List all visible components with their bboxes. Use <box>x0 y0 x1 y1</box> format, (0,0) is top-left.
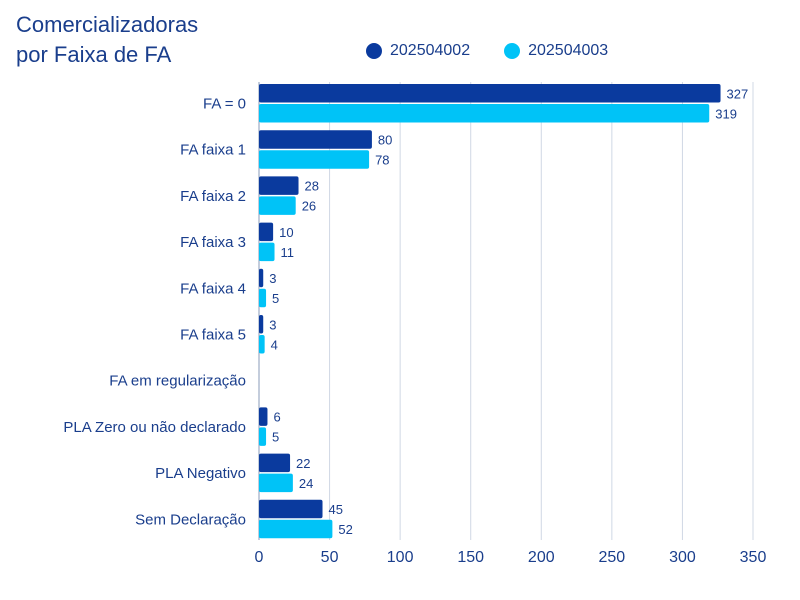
legend-marker-series-1 <box>366 43 382 59</box>
x-tick-label: 300 <box>669 549 696 566</box>
data-label: 6 <box>273 410 280 425</box>
bar <box>259 288 267 308</box>
legend: 202504002 202504003 <box>366 42 608 60</box>
bar <box>259 196 296 215</box>
bar <box>259 242 275 262</box>
bar <box>259 84 721 103</box>
x-tick-label: 250 <box>599 549 626 566</box>
bars: 327 319 80 78 28 26 10 11 3 5 3 4 6 5 22 24 45 52 <box>259 84 749 539</box>
data-label: 22 <box>296 456 310 471</box>
category-label: FA faixa 1 <box>180 142 246 159</box>
category-label: PLA Zero ou não declarado <box>63 419 246 436</box>
x-tick-label: 350 <box>740 549 767 566</box>
data-label: 26 <box>302 199 316 214</box>
bar <box>259 150 370 169</box>
data-label: 5 <box>272 430 279 445</box>
bar <box>259 130 372 149</box>
data-label: 52 <box>338 522 352 537</box>
legend-item-series-2[interactable]: 202504003 <box>504 42 608 60</box>
x-axis-ticks: 0 50 100 150 200 250 300 350 <box>255 549 767 566</box>
x-tick-label: 100 <box>387 549 414 566</box>
chart-title-line-2: por Faixa de FA <box>16 42 172 67</box>
bar <box>259 222 274 242</box>
bar <box>259 176 299 195</box>
chart-title: Comercializadoras por Faixa de FA <box>16 10 198 70</box>
legend-label-series-2: 202504003 <box>528 42 609 59</box>
data-label: 24 <box>299 476 313 491</box>
category-label: FA faixa 4 <box>180 280 246 297</box>
bar <box>259 499 323 519</box>
x-tick-label: 50 <box>321 549 339 566</box>
data-label: 45 <box>329 502 343 517</box>
bar <box>259 427 267 446</box>
data-label: 4 <box>271 337 278 352</box>
data-label: 28 <box>305 179 319 194</box>
bar <box>259 473 293 493</box>
category-label: FA faixa 5 <box>180 327 246 344</box>
data-label: 78 <box>375 152 389 167</box>
category-label: Sem Declaração <box>135 511 246 528</box>
bar <box>259 268 264 288</box>
legend-marker-series-2 <box>504 43 521 59</box>
bar <box>259 335 265 354</box>
category-label: FA = 0 <box>203 96 246 113</box>
category-label: FA faixa 3 <box>180 234 246 251</box>
category-labels: FA = 0 FA faixa 1 FA faixa 2 FA faixa 3 FA f… <box>63 96 246 529</box>
data-label: 5 <box>272 291 279 306</box>
data-label: 3 <box>269 317 276 332</box>
category-label: PLA Negativo <box>155 465 246 482</box>
bar <box>259 315 264 334</box>
category-label: FA em regularização <box>109 373 246 390</box>
legend-item-series-1[interactable]: 202504002 <box>366 42 470 60</box>
legend-label-series-1: 202504002 <box>390 42 471 59</box>
x-tick-label: 200 <box>528 549 555 566</box>
data-label: 11 <box>281 245 295 260</box>
bar <box>259 453 291 473</box>
data-label: 10 <box>279 225 293 240</box>
data-label: 80 <box>378 132 392 147</box>
bar <box>259 407 268 426</box>
x-tick-label: 150 <box>457 549 484 566</box>
category-label: FA faixa 2 <box>180 188 246 205</box>
bar <box>259 519 333 539</box>
data-label: 319 <box>715 106 737 121</box>
data-label: 3 <box>269 271 276 286</box>
x-tick-label: 0 <box>255 549 264 566</box>
data-label: 327 <box>727 86 749 101</box>
chart-title-line-1: Comercializadoras <box>16 12 199 37</box>
bar <box>259 104 710 123</box>
